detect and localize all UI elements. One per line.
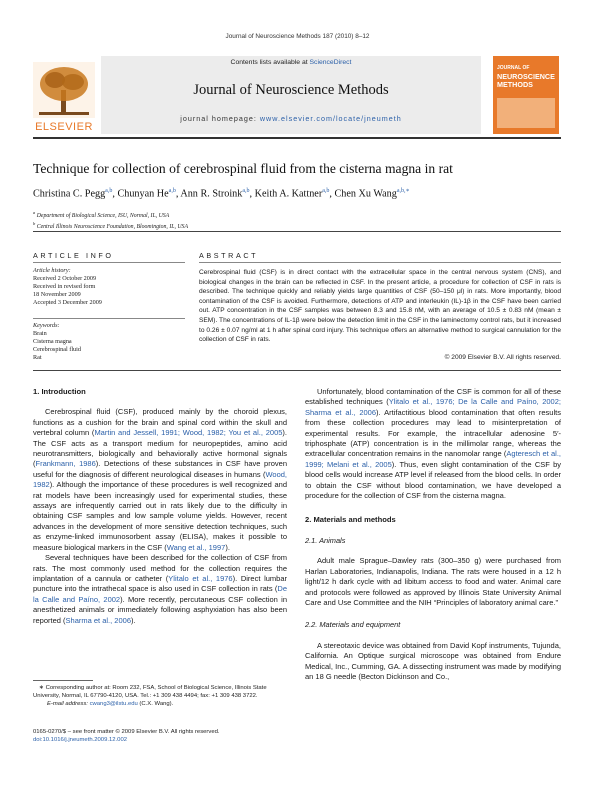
affiliation-marker: a: [33, 210, 36, 215]
section-2-2-heading: 2.2. Materials and equipment: [305, 620, 401, 630]
author-name: Christina C. Pegg: [33, 188, 106, 200]
history-entry: Received in revised form: [33, 283, 96, 291]
sciencedirect-link[interactable]: ScienceDirect: [309, 59, 352, 66]
citation-link[interactable]: Sharma et al., 2006: [65, 615, 131, 625]
abstract-bottom-rule: [33, 370, 561, 371]
paragraph-text: ). More recently, percutaneous CSF colle…: [33, 594, 287, 625]
intro-paragraph-3: Unfortunately, blood contamination of th…: [305, 387, 561, 501]
author-affiliation-marker[interactable]: a,b,∗: [396, 188, 410, 194]
homepage-line: journal homepage: www.elsevier.com/locat…: [180, 114, 402, 123]
paragraph-text: ).: [131, 615, 136, 625]
title-rule: [33, 231, 561, 232]
elsevier-tree-icon: [33, 62, 95, 118]
footnote: ∗ Corresponding author at: Room 232, FSA…: [33, 684, 287, 709]
author-affiliation-marker[interactable]: a,b: [168, 188, 176, 194]
intro-paragraph-1: Cerebrospinal fluid (CSF), produced main…: [33, 407, 287, 553]
abstract-heading: ABSTRACT: [199, 251, 259, 260]
citation-link[interactable]: Wood, 1982: [33, 469, 287, 490]
history-entry: Received 2 October 2009: [33, 275, 97, 283]
history-entry: 18 November 2009: [33, 291, 81, 299]
history-label: Article history:: [33, 267, 71, 274]
paragraph-text: Unfortunately, blood contamination of th…: [305, 387, 561, 407]
journal-title: Journal of Neuroscience Methods: [193, 82, 389, 98]
left-column: 1. Introduction Cerebrospinal fluid (CSF…: [33, 387, 287, 626]
history-rule: [33, 318, 185, 319]
keyword: Rat: [33, 354, 42, 362]
author-email-link[interactable]: cwang3@ilstu.edu: [89, 701, 138, 708]
animals-paragraph: Adult male Sprague–Dawley rats (300–350 …: [305, 556, 561, 607]
masthead-rule: [33, 137, 561, 139]
affiliations: a Department of Biological Science, ISU,…: [33, 209, 433, 231]
footnote-rule: [33, 680, 93, 681]
issn-block: 0165-0270/$ – see front matter © 2009 El…: [33, 728, 333, 744]
issn-line: 0165-0270/$ – see front matter © 2009 El…: [33, 729, 220, 735]
cover-image: [497, 98, 555, 128]
publisher-name: ELSEVIER: [35, 121, 93, 133]
copyright: © 2009 Elsevier B.V. All rights reserved…: [444, 354, 561, 361]
masthead-band: Contents lists available at ScienceDirec…: [101, 56, 481, 134]
author-name: Chen Xu Wang: [334, 188, 397, 200]
author-affiliation-marker[interactable]: a,b: [105, 188, 113, 194]
paragraph-text: ). The CSF acts as a transport medium fo…: [33, 428, 288, 469]
paragraph-text: ). Although the importance of these proc…: [33, 480, 287, 552]
doi-link[interactable]: doi:10.1016/j.jneumeth.2009.12.002: [33, 737, 128, 744]
author-name: Chunyan He: [117, 188, 169, 200]
citation-link[interactable]: De la Calle and Paíno, 2002: [33, 584, 287, 604]
right-column: Unfortunately, blood contamination of th…: [305, 387, 561, 682]
abstract-text: Cerebrospinal fluid (CSF) is in direct c…: [199, 269, 561, 344]
running-header: Journal of Neuroscience Methods 187 (201…: [225, 33, 370, 40]
corresponding-author: ∗ Corresponding author at: Room 232, FSA…: [33, 685, 267, 700]
keyword: Cisterna magna: [33, 338, 72, 346]
keywords-label: Keywords:: [33, 322, 60, 329]
author-affiliation-marker[interactable]: a,b: [242, 188, 250, 194]
masthead: ELSEVIER Contents lists available at Sci…: [33, 56, 561, 136]
article-info-rule: [33, 262, 185, 263]
article-history: Article history: Received 2 October 2009…: [33, 267, 183, 307]
section-1-heading: 1. Introduction: [33, 387, 86, 396]
article-title: Technique for collection of cerebrospina…: [33, 161, 453, 176]
cover-title: JOURNAL OF NEUROSCIENCE METHODS: [497, 65, 555, 89]
author-name: Ann R. Stroink: [180, 188, 243, 200]
elsevier-logo: ELSEVIER: [33, 62, 95, 133]
journal-cover: JOURNAL OF NEUROSCIENCE METHODS: [493, 56, 559, 134]
paragraph-text: ). Detections of these substances in CSF…: [33, 459, 287, 479]
keyword: Cerebrospinal fluid: [33, 346, 81, 354]
email-line: E-mail address: cwang3@ilstu.edu (C.X. W…: [47, 701, 174, 708]
paragraph-text: ). Thus, even slight contamination of th…: [305, 459, 561, 501]
article-info-heading: ARTICLE INFO: [33, 251, 114, 260]
citation-link[interactable]: Ylitalo et al., 1976: [168, 573, 233, 583]
section-2-heading: 2. Materials and methods: [305, 515, 396, 525]
citation-link[interactable]: Agteresch et al., 1999; Melani et al., 2…: [305, 449, 561, 469]
keyword: Brain: [33, 330, 47, 338]
author-affiliation-marker[interactable]: a,b: [322, 188, 330, 194]
affiliation: a Department of Biological Science, ISU,…: [33, 210, 170, 219]
paragraph-text: Cerebrospinal fluid (CSF), produced main…: [33, 407, 287, 438]
citation-link[interactable]: Martin and Jessell, 1991; Wood, 1982; Yo…: [94, 428, 283, 438]
abstract-rule: [199, 262, 561, 263]
paragraph-text: ). Direct lumbar puncture into the intra…: [33, 573, 287, 594]
keywords-list: Brain Cisterna magna Cerebrospinal fluid Ra…: [33, 330, 183, 362]
author-name: Keith A. Kattner: [254, 188, 323, 200]
citation-link[interactable]: Ylitalo et al., 1976; De la Calle and Pa…: [305, 397, 561, 417]
homepage-link[interactable]: www.elsevier.com/locate/jneumeth: [259, 114, 402, 123]
citation-link[interactable]: Frankmann, 1986: [35, 459, 96, 469]
keywords: Keywords: Brain Cisterna magna Cerebrospin…: [33, 322, 183, 362]
affiliation: b Central Illinois Neuroscience Foundati…: [33, 220, 188, 230]
intro-paragraph-2: Several techniques have been described f…: [33, 553, 287, 626]
affiliation-marker: b: [33, 220, 36, 226]
author-list: Christina C. Pegga,b, Chunyan Hea,b, Ann…: [33, 188, 410, 200]
contents-line: Contents lists available at ScienceDirec…: [230, 59, 352, 66]
history-list: Received 2 October 2009 Received in revis…: [33, 275, 183, 307]
paragraph-text: ). Artifactitious blood contamination th…: [305, 407, 561, 459]
paragraph-text: ).: [225, 542, 230, 552]
history-entry: Accepted 3 December 2009: [33, 299, 102, 307]
section-2-1-heading: 2.1. Animals: [305, 535, 346, 545]
paragraph-text: Several techniques have been described f…: [33, 553, 287, 583]
materials-paragraph: A stereotaxic device was obtained from D…: [305, 640, 561, 681]
citation-link[interactable]: Wang et al., 1997: [166, 542, 226, 552]
